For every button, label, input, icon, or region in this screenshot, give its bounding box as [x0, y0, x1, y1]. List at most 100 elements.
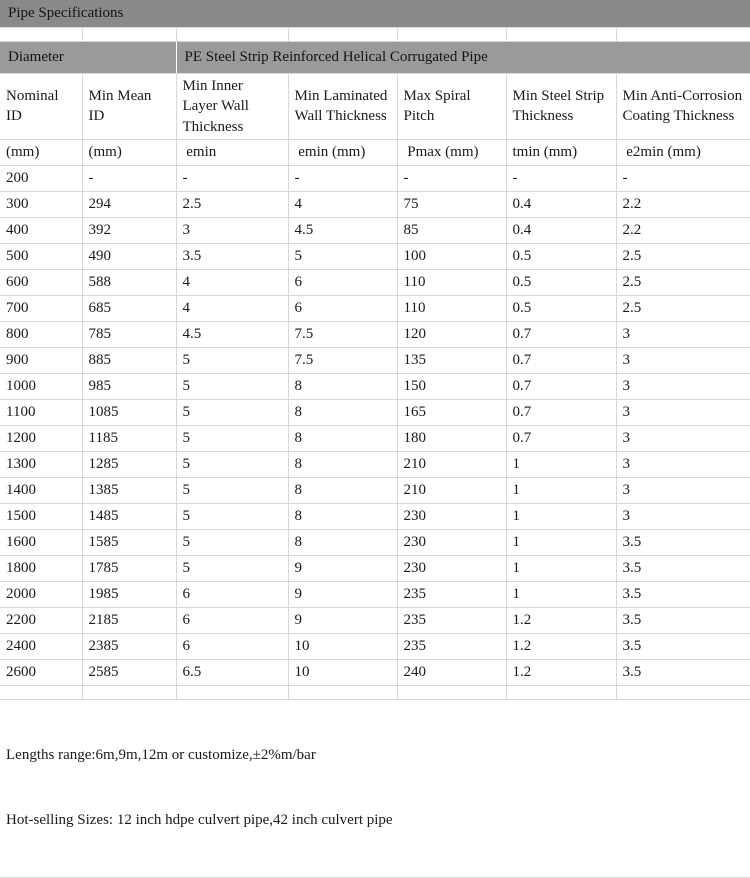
- table-row: 2000 1985 6 9 235 1 3.5: [0, 580, 750, 608]
- table-cell: 1: [505, 450, 617, 478]
- table-cell: 6: [287, 294, 398, 322]
- spacer-cell: [396, 27, 507, 42]
- table-cell: 3: [615, 476, 750, 504]
- table-cell: 110: [396, 294, 507, 322]
- table-cell: 985: [81, 372, 177, 400]
- column-header: Max Spiral Pitch: [396, 73, 507, 140]
- table-cell: 5: [287, 242, 398, 270]
- table-cell: 900: [0, 346, 83, 374]
- table-cell: 490: [81, 242, 177, 270]
- table-cell: 1: [505, 476, 617, 504]
- spacer-cell: [287, 27, 398, 42]
- table-cell: 1985: [81, 580, 177, 608]
- table-cell: 5: [175, 346, 289, 374]
- column-unit: Pmax (mm): [396, 138, 507, 166]
- table-cell: 8: [287, 398, 398, 426]
- table-cell: 0.7: [505, 424, 617, 452]
- table-cell: 200: [0, 164, 83, 192]
- spacer-cell: [0, 684, 83, 700]
- table-cell: 1: [505, 554, 617, 582]
- table-title-row: Pipe Specifications: [0, 0, 750, 28]
- table-cell: 0.7: [505, 320, 617, 348]
- table-cell: 2.5: [175, 190, 289, 218]
- table-cell: 9: [287, 580, 398, 608]
- footer-cell: Lengths range:6m,9m,12m or customize,±2%…: [0, 698, 750, 878]
- spacer-cell: [505, 684, 617, 700]
- column-unit: tmin (mm): [505, 138, 617, 166]
- table-cell: 0.4: [505, 190, 617, 218]
- group-header-row: Diameter PE Steel Strip Reinforced Helic…: [0, 41, 750, 74]
- column-header: Min Anti-Corrosion Coating Thickness: [615, 73, 750, 140]
- table-cell: 2400: [0, 632, 83, 660]
- spacer-row: [0, 27, 750, 42]
- table-cell: 588: [81, 268, 177, 296]
- table-cell: 235: [396, 606, 507, 634]
- table-cell: 8: [287, 372, 398, 400]
- spacer-cell: [505, 27, 617, 42]
- table-row: 1000 985 5 8 150 0.7 3: [0, 372, 750, 400]
- column-header: Min Mean ID: [81, 73, 177, 140]
- table-cell: 5: [175, 424, 289, 452]
- group-header-pipe-type: PE Steel Strip Reinforced Helical Corrug…: [175, 41, 750, 74]
- table-cell: 1585: [81, 528, 177, 556]
- column-header: Min Inner Layer Wall Thickness: [175, 73, 289, 140]
- table-cell: 3: [615, 424, 750, 452]
- table-cell: 85: [396, 216, 507, 244]
- spacer-cell: [81, 27, 177, 42]
- table-cell: 5: [175, 528, 289, 556]
- table-cell: 2585: [81, 658, 177, 686]
- table-cell: 2.5: [615, 242, 750, 270]
- table-cell: 1600: [0, 528, 83, 556]
- table-cell: 3.5: [615, 580, 750, 608]
- table-cell: 1800: [0, 554, 83, 582]
- table-cell: 2385: [81, 632, 177, 660]
- column-unit: emin: [175, 138, 289, 166]
- table-cell: 885: [81, 346, 177, 374]
- table-cell: 1285: [81, 450, 177, 478]
- column-header: Nominal ID: [0, 73, 83, 140]
- table-row: 800 785 4.5 7.5 120 0.7 3: [0, 320, 750, 348]
- table-cell: 4.5: [175, 320, 289, 348]
- table-cell: 1500: [0, 502, 83, 530]
- table-cell: 294: [81, 190, 177, 218]
- spacer-row: [0, 684, 750, 700]
- spacer-cell: [175, 27, 289, 42]
- table-cell: 9: [287, 554, 398, 582]
- table-cell: 3: [615, 398, 750, 426]
- table-cell: -: [505, 164, 617, 192]
- table-cell: -: [287, 164, 398, 192]
- table-cell: 2.2: [615, 216, 750, 244]
- table-row: 600 588 4 6 110 0.5 2.5: [0, 268, 750, 296]
- column-header-row: Nominal ID Min Mean ID Min Inner Layer W…: [0, 73, 750, 140]
- column-unit: emin (mm): [287, 138, 398, 166]
- table-cell: 3.5: [615, 658, 750, 686]
- table-cell: 3.5: [615, 554, 750, 582]
- table-cell: 235: [396, 632, 507, 660]
- table-cell: 1385: [81, 476, 177, 504]
- table-cell: 3: [615, 502, 750, 530]
- table-cell: 3: [615, 450, 750, 478]
- table-row: 1100 1085 5 8 165 0.7 3: [0, 398, 750, 426]
- table-cell: 1300: [0, 450, 83, 478]
- table-cell: 0.5: [505, 242, 617, 270]
- table-cell: 0.7: [505, 372, 617, 400]
- table-row: 1400 1385 5 8 210 1 3: [0, 476, 750, 504]
- table-cell: 0.5: [505, 268, 617, 296]
- table-row: 2200 2185 6 9 235 1.2 3.5: [0, 606, 750, 634]
- table-cell: 1: [505, 580, 617, 608]
- table-cell: 8: [287, 450, 398, 478]
- table-cell: 300: [0, 190, 83, 218]
- table-cell: 700: [0, 294, 83, 322]
- table-row: 2400 2385 6 10 235 1.2 3.5: [0, 632, 750, 660]
- table-cell: 3.5: [175, 242, 289, 270]
- table-cell: 600: [0, 268, 83, 296]
- table-cell: 1485: [81, 502, 177, 530]
- table-cell: 75: [396, 190, 507, 218]
- spacer-cell: [615, 27, 750, 42]
- table-cell: 2.2: [615, 190, 750, 218]
- table-cell: 1200: [0, 424, 83, 452]
- table-cell: 1: [505, 502, 617, 530]
- table-cell: 3: [615, 320, 750, 348]
- table-cell: 2.5: [615, 268, 750, 296]
